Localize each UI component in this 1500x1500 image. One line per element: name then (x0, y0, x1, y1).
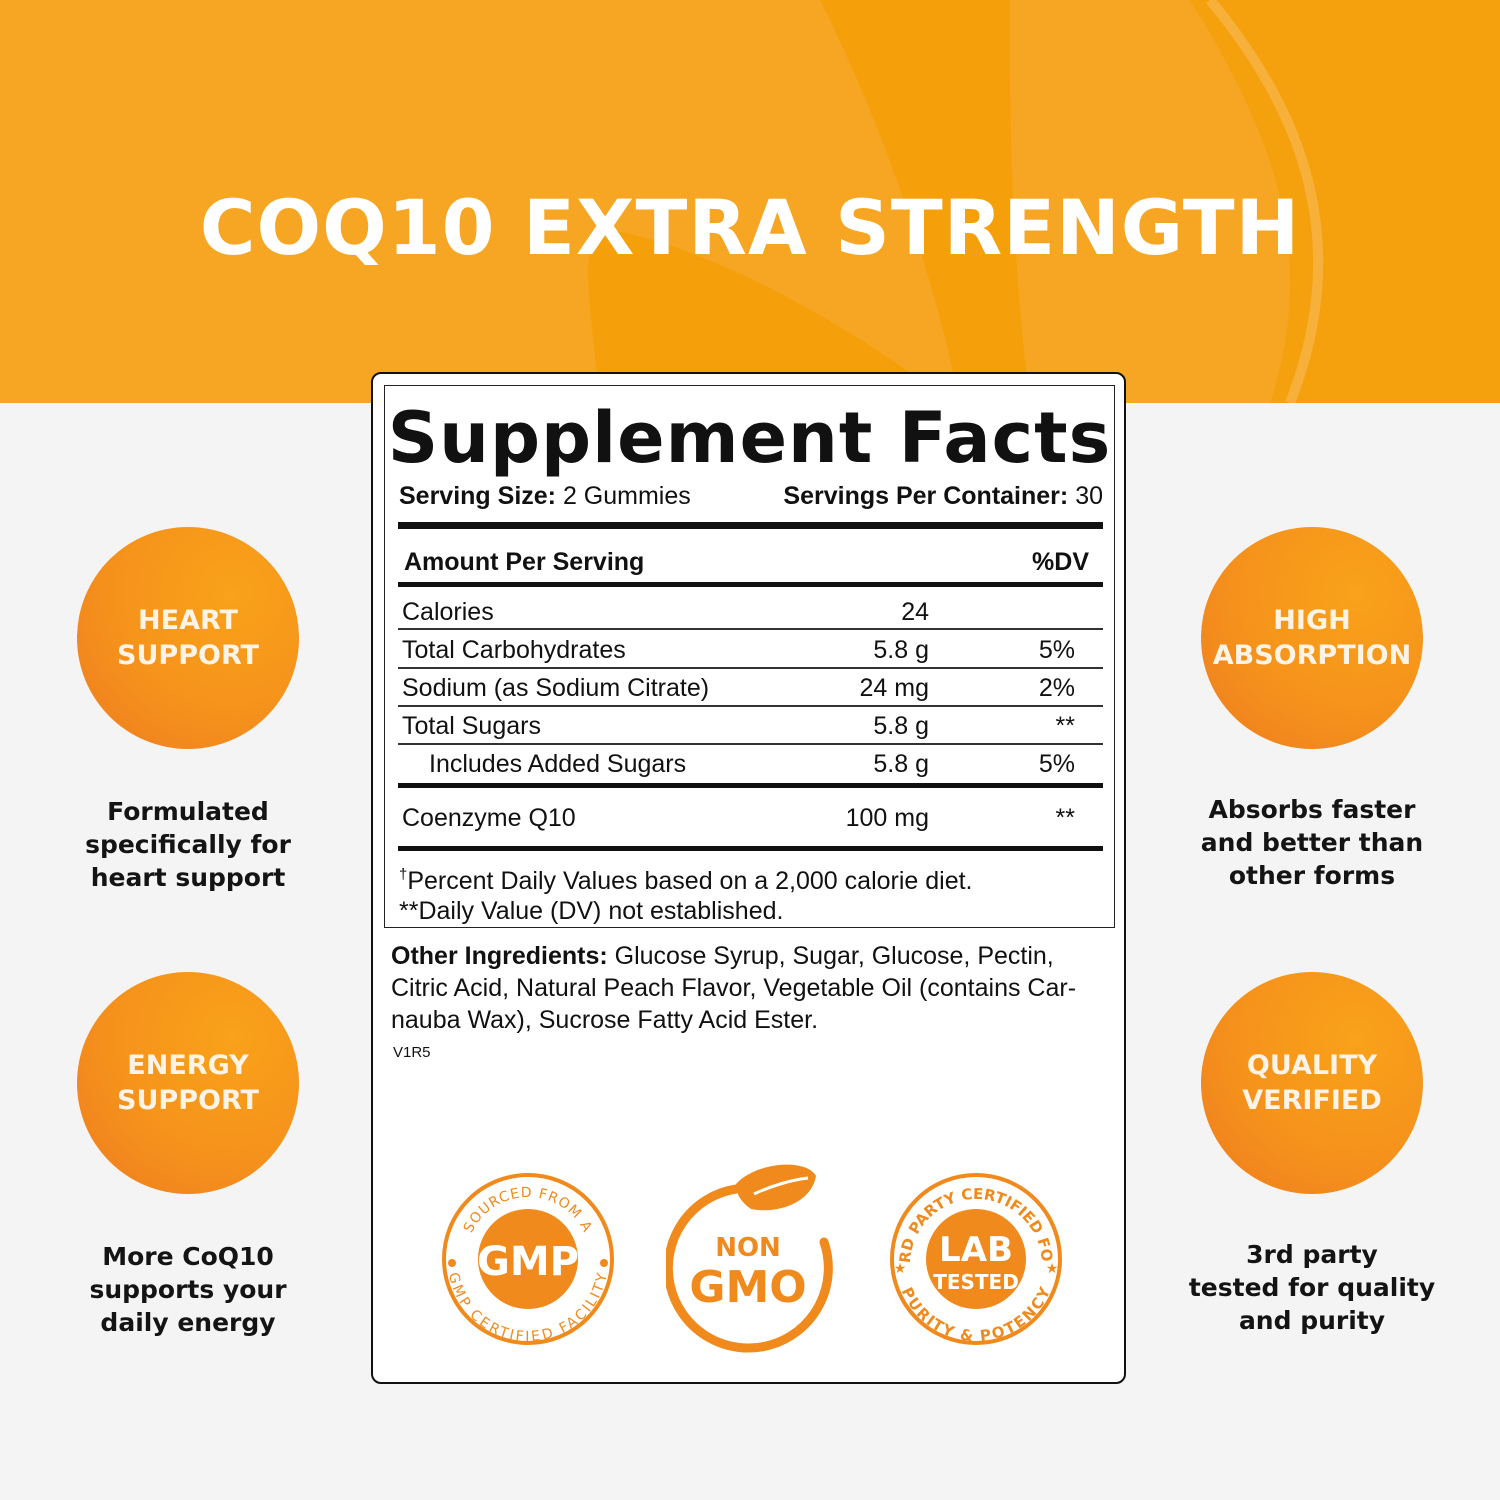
divider (398, 522, 1103, 529)
feature-description: Formulated specifically for heart suppor… (85, 797, 291, 892)
other-ingredients-label: Other Ingredients: (391, 942, 608, 970)
divider (398, 743, 1103, 745)
nutrient-row: Calories 24 (399, 596, 1103, 628)
feature-badge-circle: QUALITY VERIFIED (1201, 972, 1423, 1194)
nutrient-name: Calories (402, 598, 494, 626)
serving-size: Serving Size: 2 Gummies (399, 480, 691, 512)
feature-description: More CoQ10 supports your daily energy (89, 1242, 287, 1337)
feature-high-absorption: HIGH ABSORPTION Absorbs faster and bette… (1172, 527, 1452, 892)
nutrient-name: Total Carbohydrates (402, 636, 626, 664)
svg-text:GMP: GMP (477, 1239, 579, 1285)
nutrient-dv: 5% (1038, 750, 1075, 778)
nutrient-row: Coenzyme Q10 100 mg ** (399, 802, 1103, 834)
supplement-label-card: Supplement Facts Serving Size: 2 Gummies… (371, 372, 1126, 1384)
nutrient-dv: ** (1055, 712, 1075, 740)
feature-description: Absorbs faster and better than other for… (1200, 795, 1424, 890)
divider (398, 667, 1103, 669)
svg-text:TESTED: TESTED (933, 1270, 1019, 1294)
nutrient-row: Total Carbohydrates 5.8 g 5% (399, 634, 1103, 666)
footnote-daily-values: †Percent Daily Values based on a 2,000 c… (399, 858, 1099, 898)
svg-text:NON: NON (715, 1233, 781, 1263)
feature-quality-verified: QUALITY VERIFIED 3rd party tested for qu… (1172, 972, 1452, 1337)
divider (398, 846, 1103, 851)
nutrient-amount: 24 mg (859, 674, 929, 702)
nutrient-name: Total Sugars (402, 712, 541, 740)
divider (398, 783, 1103, 788)
nutrient-dv: 2% (1038, 674, 1075, 702)
nutrient-amount: 100 mg (845, 804, 929, 832)
footnote-not-established: **Daily Value (DV) not established. (399, 897, 784, 925)
feature-energy-support: ENERGY SUPPORT More CoQ10 supports your … (48, 972, 328, 1339)
nutrient-amount: 5.8 g (873, 636, 929, 664)
nutrient-dv: ** (1055, 804, 1075, 832)
servings-per-container-label: Servings Per Container: (783, 482, 1069, 510)
svg-text:★: ★ (894, 1260, 907, 1276)
divider (398, 628, 1103, 630)
nutrient-name: Sodium (as Sodium Citrate) (402, 674, 710, 702)
amount-per-serving-label: Amount Per Serving (404, 548, 645, 576)
svg-text:★: ★ (1046, 1260, 1059, 1276)
facts-header-row: Amount Per Serving %DV (399, 546, 1103, 578)
divider (398, 582, 1103, 587)
feature-badge-circle: HEART SUPPORT (77, 527, 299, 749)
nutrient-name: Includes Added Sugars (429, 750, 687, 778)
svg-text:GMO: GMO (689, 1262, 806, 1313)
supplement-facts-panel: Supplement Facts Serving Size: 2 Gummies… (384, 385, 1115, 928)
serving-size-value: 2 Gummies (562, 482, 691, 510)
nutrient-amount: 5.8 g (873, 750, 929, 778)
page-title: COQ10 EXTRA STRENGTH (199, 183, 1301, 272)
nutrient-dv: 5% (1038, 636, 1075, 664)
feature-badge-circle: ENERGY SUPPORT (77, 972, 299, 1194)
non-gmo-icon: NON GMO (663, 1164, 836, 1359)
other-ingredients-text: Glucose Syrup, Sugar, Glucose, Pectin, C… (391, 942, 1077, 1034)
other-ingredients: Other Ingredients: Glucose Syrup, Sugar,… (391, 940, 1101, 1036)
footnote-text: Percent Daily Values based on a 2,000 ca… (407, 867, 973, 895)
nutrient-name: Coenzyme Q10 (402, 804, 576, 832)
servings-per-container: Servings Per Container: 30 (783, 480, 1103, 512)
hero-banner: COQ10 EXTRA STRENGTH (0, 0, 1500, 403)
feature-heart-support: HEART SUPPORT Formulated specifically fo… (48, 527, 328, 894)
dv-label: %DV (1032, 548, 1089, 576)
dagger-symbol: † (399, 866, 408, 883)
servings-per-container-value: 30 (1075, 482, 1103, 510)
gmp-certified-icon: SOURCED FROM A GMP CERTIFIED FACILITY GM… (438, 1169, 618, 1354)
nutrient-row: Total Sugars 5.8 g ** (399, 710, 1103, 742)
nutrient-row: Includes Added Sugars 5.8 g 5% (399, 748, 1103, 780)
serving-info: Serving Size: 2 Gummies Servings Per Con… (399, 480, 1103, 512)
nutrient-amount: 5.8 g (873, 712, 929, 740)
lab-tested-icon: ★ ★ 3RD PARTY CERTIFIED FOR PURITY & POT… (880, 1155, 1066, 1354)
divider (398, 705, 1103, 707)
nutrient-dv (929, 596, 1089, 628)
nutrient-amount: 24 (901, 598, 929, 626)
feature-badge-circle: HIGH ABSORPTION (1201, 527, 1423, 749)
svg-text:LAB: LAB (939, 1230, 1013, 1270)
nutrient-row: Sodium (as Sodium Citrate) 24 mg 2% (399, 672, 1103, 704)
version-code: V1R5 (393, 1044, 431, 1061)
leaf-background-icon (588, 0, 1500, 403)
serving-size-label: Serving Size: (399, 482, 556, 510)
feature-description: 3rd party tested for quality and purity (1188, 1240, 1436, 1335)
facts-title: Supplement Facts (387, 397, 1112, 479)
